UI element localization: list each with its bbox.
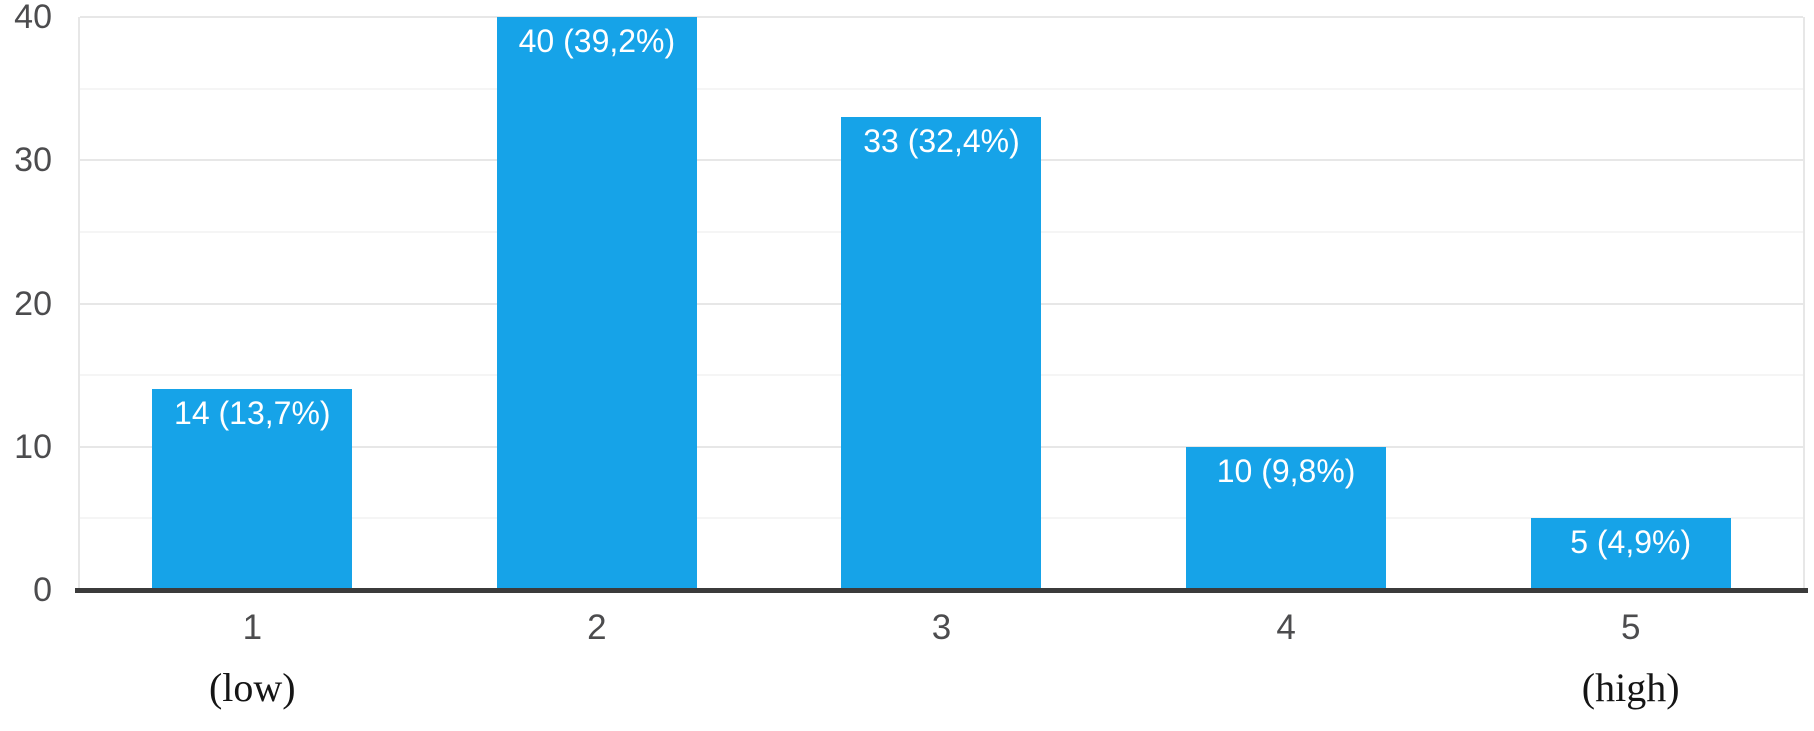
- bar-4: 10 (9,8%): [1186, 447, 1387, 590]
- gridline-major: [80, 16, 1803, 18]
- bar-2-value-label: 40 (39,2%): [518, 23, 676, 59]
- bar-1-value-label: 14 (13,7%): [174, 395, 331, 431]
- bar-2: 40 (39,2%): [496, 17, 697, 590]
- bar-column-5: 5 (4,9%) 5 (high): [1458, 17, 1803, 710]
- bar-4-value-label: 10 (9,8%): [1216, 453, 1356, 489]
- bar-3-value-label: 33 (32,4%): [863, 123, 1020, 159]
- gridline-minor: [80, 87, 1803, 90]
- bar-columns: 14 (13,7%) 1 (low) 40 (39,2%) 2 33 (32,4…: [80, 17, 1803, 710]
- bar-column-2: 40 (39,2%) 2: [425, 17, 770, 647]
- x-sub-label-low: (low): [208, 665, 296, 710]
- bar-column-3: 33 (32,4%) 3: [769, 17, 1114, 647]
- y-tick-label-30: 30: [14, 141, 52, 180]
- x-tick-label-5: 5: [1620, 608, 1641, 647]
- y-tick-label-20: 20: [14, 284, 52, 323]
- x-tick-label-3: 3: [931, 608, 952, 647]
- y-tick-label-40: 40: [14, 0, 52, 36]
- y-axis: 0 10 20 30 40: [0, 0, 52, 731]
- bar-column-4: 10 (9,8%) 4: [1114, 17, 1459, 647]
- y-tick-label-10: 10: [14, 427, 52, 466]
- bar-3: 33 (32,4%): [841, 117, 1042, 590]
- bar-5-value-label: 5 (4,9%): [1570, 524, 1692, 560]
- plot-area: 14 (13,7%) 1 (low) 40 (39,2%) 2 33 (32,4…: [78, 16, 1805, 710]
- x-axis-line: [75, 588, 1808, 593]
- y-tick-label-0: 0: [33, 571, 52, 609]
- bar-5: 5 (4,9%): [1530, 518, 1731, 590]
- x-sub-label-high: (high): [1581, 665, 1680, 710]
- bar-1: 14 (13,7%): [152, 389, 353, 590]
- x-tick-label-1: 1: [242, 608, 263, 647]
- x-tick-label-4: 4: [1276, 608, 1296, 647]
- bar-column-1: 14 (13,7%) 1 (low): [80, 17, 425, 710]
- x-tick-label-2: 2: [587, 608, 607, 647]
